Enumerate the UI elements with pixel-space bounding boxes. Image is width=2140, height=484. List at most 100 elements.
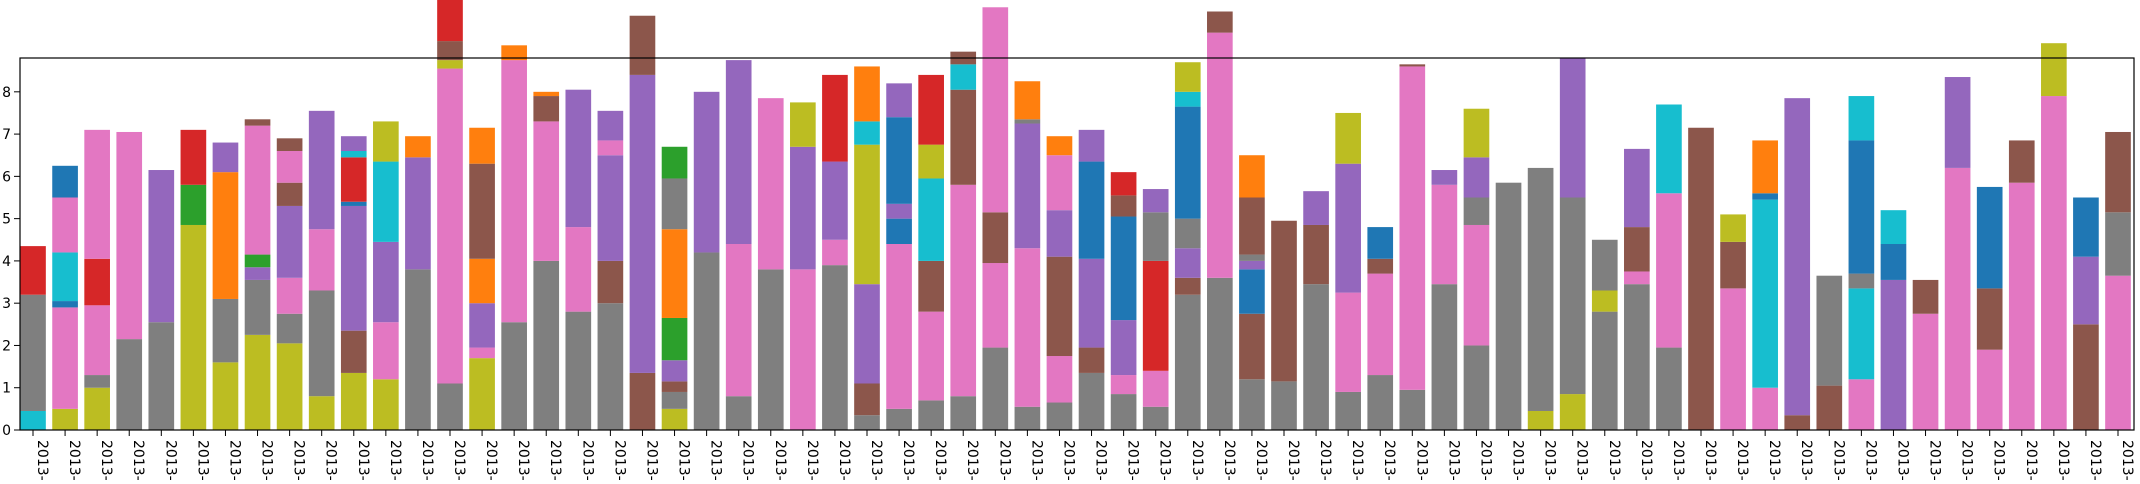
bar-segment-35-3 [1110, 320, 1137, 376]
y-tick-label: 3 [2, 296, 11, 312]
bar-segment-42-3 [1335, 163, 1361, 293]
bar-segment-14-5 [437, 0, 463, 42]
x-tick-label: 2013- [1157, 440, 1173, 480]
bar-segment-41-3 [1303, 191, 1329, 225]
bar-segment-30-3 [950, 89, 977, 185]
bar-segment-51-3 [1624, 227, 1650, 272]
y-tick-label: 0 [2, 423, 11, 439]
x-tick-label: 2013- [1221, 440, 1237, 480]
bar-stack-24 [757, 98, 784, 430]
bar-segment-31-1 [982, 347, 1009, 430]
bar-segment-36-4 [1142, 212, 1169, 261]
bar-segment-65-1 [2073, 324, 2099, 430]
bar-segment-10-2 [308, 290, 335, 397]
bar-segment-57-2 [1816, 275, 1843, 386]
bar-segment-14-3 [437, 60, 463, 69]
x-tick-label: 2013- [98, 440, 114, 480]
bar-stack-48 [1527, 167, 1554, 430]
bar-segment-21-7 [661, 178, 688, 230]
bar-stack-5 [148, 170, 175, 430]
bar-segment-23-3 [725, 60, 752, 244]
bar-segment-3-5 [84, 129, 110, 259]
bar-stack-57 [1816, 275, 1843, 430]
bar-segment-63-2 [2008, 140, 2035, 183]
bar-segment-30-4 [950, 64, 977, 90]
bar-segment-55-3 [1752, 193, 1778, 200]
bar-stack-61 [1944, 77, 1971, 430]
bar-segment-21-2 [661, 391, 688, 409]
bar-segment-14-2 [437, 68, 463, 384]
bar-segment-41-2 [1303, 224, 1329, 285]
x-tick-label: 2013- [419, 440, 435, 480]
bar-segment-21-8 [661, 146, 688, 179]
bar-segment-17-4 [533, 91, 560, 97]
bar-segment-29-6 [918, 74, 944, 145]
bar-segment-46-4 [1463, 157, 1490, 198]
bar-segment-11-2 [340, 330, 367, 373]
bar-segment-42-2 [1335, 292, 1361, 392]
bar-segment-59-3 [1880, 210, 1907, 244]
bar-segment-31-2 [982, 263, 1009, 348]
bar-segment-55-2 [1752, 199, 1778, 388]
bar-stack-41 [1303, 191, 1329, 430]
x-tick-label: 2013- [1253, 440, 1269, 480]
bar-stack-7 [212, 142, 239, 430]
bar-segment-39-7 [1239, 155, 1265, 198]
bar-segment-49-1 [1559, 394, 1586, 430]
x-tick-label: 2013- [804, 440, 820, 480]
bar-segment-37-7 [1174, 62, 1201, 92]
x-tick-label: 2013- [2119, 440, 2135, 480]
bar-segment-8-2 [244, 279, 271, 335]
bar-segment-61-1 [1944, 167, 1971, 430]
bar-segment-20-2 [629, 74, 656, 373]
x-tick-label: 2013- [964, 440, 980, 480]
bar-segment-32-3 [1014, 123, 1041, 249]
bar-stack-47 [1495, 182, 1522, 430]
bar-stack-2 [52, 165, 78, 430]
bar-stack-28 [886, 83, 912, 430]
bar-stack-54 [1720, 214, 1746, 430]
bar-segment-27-2 [854, 383, 880, 416]
bar-stack-29 [918, 74, 944, 430]
bar-segment-28-5 [886, 117, 912, 204]
x-tick-label: 2013- [1830, 440, 1846, 480]
bar-stack-44 [1399, 64, 1426, 430]
bar-segment-59-2 [1880, 244, 1907, 280]
bar-segment-11-5 [340, 157, 367, 202]
bar-segment-39-2 [1239, 313, 1265, 380]
bar-stack-32 [1014, 81, 1041, 430]
bar-segment-56-1 [1784, 415, 1811, 430]
bar-stack-53 [1688, 127, 1714, 430]
bar-segment-12-1 [373, 379, 399, 430]
bar-segment-33-5 [1046, 155, 1073, 211]
bar-stack-22 [693, 91, 720, 430]
x-tick-label: 2013- [1927, 440, 1943, 480]
bar-segment-34-1 [1078, 372, 1105, 430]
bar-stack-23 [725, 60, 752, 430]
bar-segment-64-2 [2041, 43, 2067, 97]
bar-segment-32-4 [1014, 119, 1041, 124]
bar-stack-14 [437, 0, 463, 430]
bar-segment-7-3 [212, 172, 239, 299]
bar-segment-58-4 [1848, 140, 1875, 274]
bar-stack-30 [950, 51, 977, 430]
bar-segment-65-3 [2073, 197, 2099, 257]
x-tick-label: 2013- [130, 440, 146, 480]
bar-segment-11-7 [340, 136, 367, 151]
bar-segment-26-2 [822, 239, 848, 266]
bar-segment-37-2 [1174, 277, 1201, 295]
x-tick-label: 2013- [162, 440, 178, 480]
bar-segment-48-2 [1527, 167, 1554, 411]
bar-segment-23-2 [725, 244, 752, 397]
bar-stack-8 [244, 119, 271, 430]
bar-segment-44-1 [1399, 389, 1426, 430]
bar-segment-7-4 [212, 142, 239, 173]
bar-stack-6 [180, 129, 207, 430]
x-tick-label: 2013- [387, 440, 403, 480]
bar-stack-20 [629, 15, 656, 430]
bar-segment-22-2 [693, 91, 720, 253]
bar-segment-43-2 [1367, 273, 1394, 376]
bar-segment-16-2 [501, 60, 527, 323]
bar-segment-64-1 [2041, 96, 2067, 431]
bar-stack-40 [1271, 220, 1297, 430]
